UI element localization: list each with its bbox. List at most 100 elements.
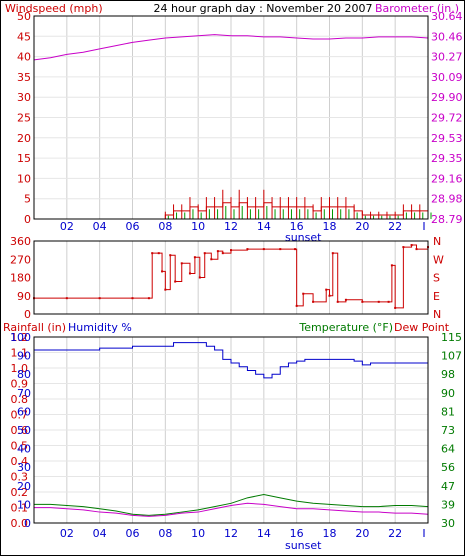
wind-panel-x-tick: 22 — [388, 220, 402, 233]
compass-y-tick: E — [433, 290, 440, 303]
humidity-y-tick: 100 — [10, 331, 31, 344]
wind-panel-frame — [33, 15, 429, 220]
direction-point — [65, 297, 68, 300]
direction-y-tick: 360 — [10, 235, 31, 248]
direction-point — [203, 252, 206, 255]
rainfall-y-tick: 1.1 — [11, 347, 29, 360]
wind-panel-x-tick: I — [422, 220, 425, 233]
direction-point — [147, 297, 150, 300]
direction-point — [410, 244, 413, 247]
windspeed-y-tick: 5 — [24, 193, 31, 206]
direction-point — [131, 297, 134, 300]
barometer-y-tick: 30.46 — [431, 30, 463, 43]
direction-point — [361, 300, 364, 303]
direction-point — [302, 292, 305, 295]
dewpoint-axis-title: Dew Point — [394, 321, 450, 334]
temperature-y-tick: 56 — [441, 461, 455, 474]
humidity-y-tick: 90 — [17, 350, 31, 363]
temp-panel-x-tick: 22 — [388, 527, 402, 540]
wind-panel-x-tick: 16 — [290, 220, 304, 233]
temp-panel-x-tick: 06 — [126, 527, 140, 540]
direction-point — [294, 248, 297, 251]
direction-point — [328, 294, 331, 297]
windspeed-y-tick: 20 — [17, 132, 31, 145]
temperature-line — [34, 494, 429, 516]
direction-point — [161, 270, 164, 273]
graph-title: 24 hour graph day : November 20 2007 — [153, 2, 372, 15]
wind-panel-x-tick: 06 — [126, 220, 140, 233]
rainfall-y-tick: 0.2 — [11, 486, 29, 499]
rainfall-y-tick: 0.0 — [11, 517, 29, 530]
temperature-y-tick: 81 — [441, 405, 455, 418]
direction-point — [169, 254, 172, 257]
compass-y-tick: N — [433, 308, 441, 321]
direction-point — [246, 248, 249, 251]
rainfall-y-tick: 0.9 — [11, 378, 29, 391]
direction-point — [198, 276, 201, 279]
direction-point — [151, 252, 154, 255]
wind-panel-x-tick: 18 — [323, 220, 337, 233]
temperature-y-tick: 39 — [441, 498, 455, 511]
direction-point — [221, 252, 224, 255]
temp-panel-x-tick: 08 — [158, 527, 172, 540]
rainfall-y-tick: 1.0 — [11, 362, 29, 375]
wind-panel-x-tick: 02 — [60, 220, 74, 233]
sunset-label-bottom: sunset — [285, 539, 322, 552]
temp-panel-x-tick: 12 — [224, 527, 238, 540]
direction-point — [331, 252, 334, 255]
direction-panel-frame — [33, 240, 429, 315]
direction-point — [325, 288, 328, 291]
windspeed-y-tick: 45 — [17, 30, 31, 43]
rainfall-y-tick: 1.2 — [11, 331, 29, 344]
wind-panel-x-tick: 14 — [257, 220, 271, 233]
compass-y-tick: S — [433, 272, 440, 285]
barometer-y-tick: 30.64 — [431, 10, 463, 23]
humidity-y-tick: 80 — [17, 368, 31, 381]
barometer-line — [33, 34, 429, 61]
humidity-y-tick: 60 — [17, 405, 31, 418]
rainfall-y-tick: 0.5 — [11, 440, 29, 453]
direction-point — [164, 288, 167, 291]
barometer-y-tick: 29.35 — [431, 152, 463, 165]
direction-point — [230, 249, 232, 252]
barometer-y-tick: 28.79 — [431, 213, 463, 226]
rainfall-axis-title: Rainfall (in) — [3, 321, 66, 334]
windspeed-y-tick: 15 — [17, 152, 31, 165]
temperature-axis-title: Temperature (°F) — [298, 321, 393, 334]
direction-y-tick: 270 — [10, 253, 31, 266]
direction-point — [390, 264, 393, 267]
rainfall-y-tick: 0.1 — [11, 502, 29, 515]
windspeed-y-tick: 0 — [24, 213, 31, 226]
direction-y-tick: 180 — [10, 272, 31, 285]
sunset-label: sunset — [285, 231, 322, 244]
humidity-axis-title: Humidity % — [68, 321, 132, 334]
temperature-y-tick: 115 — [441, 331, 462, 344]
temp-panel-x-tick: 02 — [60, 527, 74, 540]
windspeed-y-tick: 30 — [17, 91, 31, 104]
temp-panel-x-tick: I — [422, 527, 425, 540]
humidity-y-tick: 70 — [17, 387, 31, 400]
temperature-y-tick: 90 — [441, 387, 455, 400]
direction-point — [279, 248, 282, 251]
temp-panel-frame — [33, 336, 429, 524]
humidity-y-tick: 40 — [17, 443, 31, 456]
wind-panel-x-tick: 20 — [355, 220, 369, 233]
direction-point — [180, 262, 183, 265]
temperature-y-tick: 30 — [441, 517, 455, 530]
windspeed-y-tick: 50 — [17, 10, 31, 23]
direction-point — [98, 297, 101, 300]
wind-panel-x-tick: 08 — [158, 220, 172, 233]
rainfall-y-tick: 0.6 — [11, 424, 29, 437]
temp-panel-x-tick: 14 — [257, 527, 271, 540]
direction-point — [210, 258, 213, 261]
rainfall-y-tick: 0.4 — [11, 455, 29, 468]
direction-y-tick: 90 — [17, 290, 31, 303]
barometer-y-tick: 29.72 — [431, 112, 463, 125]
barometer-axis-title: Barometer (in.) — [375, 2, 459, 15]
direction-point — [216, 250, 219, 253]
barometer-y-tick: 30.09 — [431, 71, 463, 84]
humidity-line — [34, 342, 429, 379]
temperature-y-tick: 64 — [441, 443, 455, 456]
